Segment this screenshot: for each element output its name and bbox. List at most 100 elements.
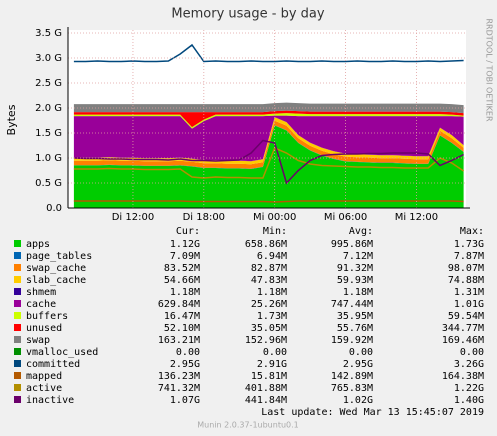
legend-stat: 1.07G: [170, 395, 200, 406]
y-tick-label: 3.5 G: [35, 28, 62, 39]
legend-stat: 47.83M: [251, 275, 287, 286]
legend-stat: 2.95G: [343, 359, 373, 370]
legend-stat: 6.94M: [257, 251, 287, 262]
legend-stat: 0.00: [460, 347, 484, 358]
stacked-area: [73, 125, 464, 208]
legend-stat: 741.32M: [158, 383, 200, 394]
y-tick-label: 1.5 G: [35, 128, 62, 139]
legend-stat: 25.26M: [251, 299, 287, 310]
legend-swatch: [14, 240, 21, 247]
x-tick-label: Mi 12:00: [395, 212, 438, 223]
series-line: [73, 147, 465, 179]
legend-stat: 52.10M: [164, 323, 200, 334]
legend-swatch: [14, 324, 21, 331]
stacked-area: [73, 117, 464, 165]
legend-stat: 59.93M: [337, 275, 373, 286]
legend-stat: 1.12G: [170, 239, 200, 250]
y-tick-label: 0.0: [46, 203, 62, 214]
legend-swatch: [14, 336, 21, 343]
legend-stat: 1.40G: [454, 395, 484, 406]
legend-stat: 747.44M: [331, 299, 373, 310]
legend-column-header: Avg:: [349, 226, 373, 237]
legend-stat: 82.87M: [251, 263, 287, 274]
legend-stat: 152.96M: [245, 335, 287, 346]
legend-stat: 35.95M: [337, 311, 373, 322]
legend-stat: 344.77M: [442, 323, 484, 334]
y-tick-label: 0.5 G: [35, 178, 62, 189]
legend-stat: 1.73G: [454, 239, 484, 250]
legend-stat: 98.07M: [448, 263, 484, 274]
legend-stat: 169.46M: [442, 335, 484, 346]
legend-stat: 0.00: [176, 347, 200, 358]
stacked-area: [73, 115, 464, 162]
legend-stat: 3.26G: [454, 359, 484, 370]
legend-stat: 1.01G: [454, 299, 484, 310]
x-tick-label: Mi 06:00: [324, 212, 367, 223]
side-text: RRDTOOL / TOBI OETIKER: [485, 18, 494, 121]
legend-swatch: [14, 276, 21, 283]
legend-stat: 1.18M: [257, 287, 287, 298]
legend-swatch: [14, 264, 21, 271]
legend-label: unused: [26, 323, 62, 334]
legend-swatch: [14, 360, 21, 367]
legend-stat: 7.09M: [170, 251, 200, 262]
legend-stat: 7.12M: [343, 251, 373, 262]
legend-column-header: Max:: [460, 226, 484, 237]
legend-label: swap_cache: [26, 263, 86, 274]
legend-stat: 164.38M: [442, 371, 484, 382]
legend-swatch: [14, 372, 21, 379]
legend-stat: 35.05M: [251, 323, 287, 334]
y-tick-label: 3.0 G: [35, 53, 62, 64]
legend-label: cache: [26, 299, 56, 310]
last-update: Last update: Wed Mar 13 15:45:07 2019: [261, 407, 484, 418]
legend-stat: 1.31M: [454, 287, 484, 298]
y-tick-label: 2.0 G: [35, 103, 62, 114]
legend-stat: 91.32M: [337, 263, 373, 274]
legend-label: apps: [26, 239, 50, 250]
chart-title: Memory usage - by day: [171, 7, 324, 22]
legend-stat: 441.84M: [245, 395, 287, 406]
y-tick-label: 2.5 G: [35, 78, 62, 89]
y-axis-label: Bytes: [5, 104, 18, 135]
legend-stat: 401.88M: [245, 383, 287, 394]
legend-stat: 163.21M: [158, 335, 200, 346]
y-tick-label: 1.0 G: [35, 153, 62, 164]
legend-stat: 0.00: [263, 347, 287, 358]
legend-column-header: Cur:: [176, 226, 200, 237]
legend-stat: 54.66M: [164, 275, 200, 286]
legend-stat: 1.02G: [343, 395, 373, 406]
legend-stat: 83.52M: [164, 263, 200, 274]
series-line: [73, 43, 464, 63]
legend-stat: 765.83M: [331, 383, 373, 394]
legend-label: page_tables: [26, 251, 92, 262]
x-tick-label: Di 18:00: [183, 212, 225, 223]
legend-swatch: [14, 288, 21, 295]
legend-column-header: Min:: [263, 226, 287, 237]
legend-stat: 2.91G: [257, 359, 287, 370]
legend-swatch: [14, 396, 21, 403]
legend-stat: 16.47M: [164, 311, 200, 322]
legend-stat: 1.73M: [257, 311, 287, 322]
legend-label: mapped: [26, 371, 62, 382]
x-tick-label: Mi 00:00: [253, 212, 296, 223]
legend-label: vmalloc_used: [26, 347, 98, 358]
legend-label: active: [26, 383, 62, 394]
legend-label: buffers: [26, 311, 68, 322]
stacked-area: [73, 120, 464, 169]
legend-stat: 0.00: [349, 347, 373, 358]
legend-swatch: [14, 384, 21, 391]
legend-label: swap: [26, 335, 50, 346]
legend-stat: 136.23M: [158, 371, 200, 382]
legend-swatch: [14, 312, 21, 319]
legend-stat: 55.76M: [337, 323, 373, 334]
legend-stat: 629.84M: [158, 299, 200, 310]
legend-stat: 2.95G: [170, 359, 200, 370]
legend-stat: 1.18M: [343, 287, 373, 298]
legend-stat: 59.54M: [448, 311, 484, 322]
legend-stat: 1.18M: [170, 287, 200, 298]
legend-stat: 7.87M: [454, 251, 484, 262]
series-line: [73, 139, 464, 185]
legend-label: slab_cache: [26, 275, 86, 286]
legend-swatch: [14, 348, 21, 355]
